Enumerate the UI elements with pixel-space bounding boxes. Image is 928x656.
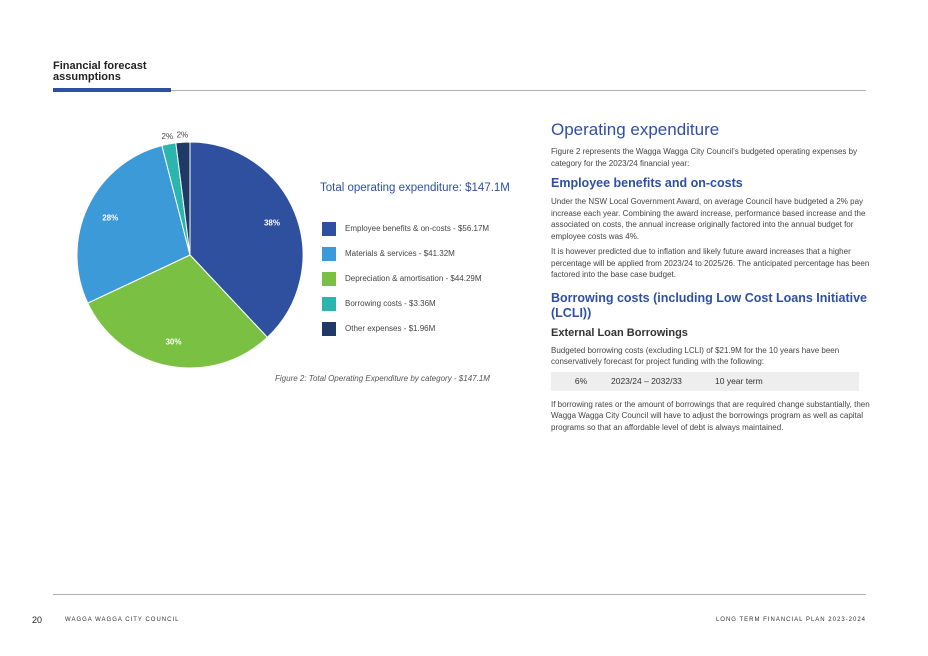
loan-terms-table: 6% 2023/24 – 2032/33 10 year term (551, 371, 859, 391)
legend-label: Employee benefits & on-costs - $56.17M (345, 224, 490, 233)
section-title-line-2: assumptions (53, 71, 121, 83)
pie-chart: 38% 30% 28% 2% 2% (76, 130, 304, 369)
legend-item: Materials & services - $41.32M (322, 241, 489, 266)
pie-slice (189, 141, 304, 339)
borrowing-heading: Borrowing costs (including Low Cost Loan… (551, 290, 867, 320)
page-number: 20 (32, 615, 43, 625)
borrowing-paragraph-1: Budgeted borrowing costs (excluding LCLI… (551, 345, 840, 367)
legend-label: Borrowing costs - $3.36M (345, 299, 436, 308)
loan-rate: 6% (574, 376, 588, 386)
footer-document-title: LONG TERM FINANCIAL PLAN 2023-2024 (715, 617, 866, 623)
figure-caption: Figure 2: Total Operating Expenditure by… (275, 374, 490, 383)
footer-divider (53, 594, 866, 595)
legend-swatch (322, 271, 336, 286)
employee-paragraph-1: Under the NSW Local Government Award, on… (551, 197, 866, 241)
legend-label: Other expenses - $1.96M (345, 324, 436, 333)
pie-slice-label: 2% (162, 132, 174, 141)
legend-swatch (322, 296, 336, 311)
header-accent-bar (53, 88, 171, 92)
legend-swatch (322, 321, 336, 336)
main-content: Operating expenditure Figure 2 represent… (551, 120, 871, 437)
pie-slice (76, 144, 191, 304)
section-title-line-1: Financial forecast (53, 60, 147, 72)
legend-label: Materials & services - $41.32M (345, 249, 455, 258)
header-divider (171, 90, 866, 91)
chart-legend: Employee benefits & on-costs - $56.17M M… (322, 216, 489, 341)
pie-slice-label: 2% (177, 130, 189, 139)
legend-swatch (322, 246, 336, 261)
pie-slice-label: 38% (264, 219, 280, 228)
legend-item: Employee benefits & on-costs - $56.17M (322, 216, 489, 241)
loan-period: 2023/24 – 2032/33 (611, 376, 682, 386)
legend-item: Depreciation & amortisation - $44.29M (322, 266, 489, 291)
pie-slice-label: 30% (165, 338, 181, 347)
chart-title: Total operating expenditure: $147.1M (320, 182, 510, 194)
loan-term: 10 year term (715, 376, 763, 386)
legend-label: Depreciation & amortisation - $44.29M (345, 274, 482, 283)
legend-item: Borrowing costs - $3.36M (322, 291, 489, 316)
intro-paragraph: Figure 2 represents the Wagga Wagga City… (551, 147, 858, 168)
external-loan-heading: External Loan Borrowings (551, 326, 688, 339)
borrowing-paragraph-2: If borrowing rates or the amount of borr… (551, 399, 870, 432)
pie-slice-label: 28% (102, 213, 118, 222)
page-heading: Operating expenditure (551, 120, 720, 139)
legend-swatch (322, 221, 336, 236)
pie-slice (87, 254, 269, 369)
employee-heading: Employee benefits and on-costs (551, 176, 743, 190)
footer-organisation: WAGGA WAGGA CITY COUNCIL (65, 617, 180, 623)
employee-paragraph-2: It is however predicted due to inflation… (551, 247, 870, 279)
section-title: Financial forecast assumptions (53, 61, 147, 83)
legend-item: Other expenses - $1.96M (322, 316, 489, 341)
pie-slice (175, 141, 191, 256)
